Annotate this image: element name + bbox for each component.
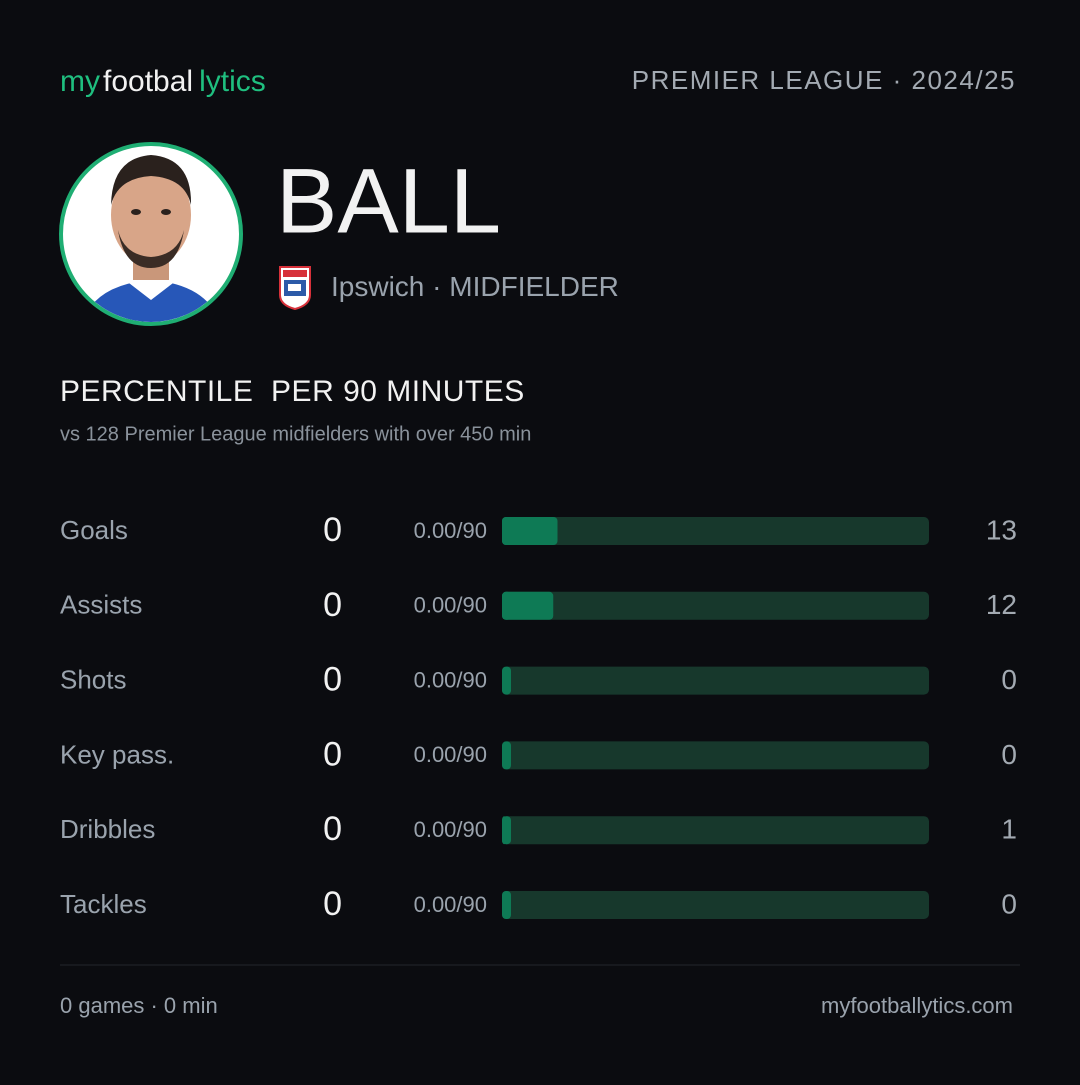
- bar-track: [502, 816, 929, 845]
- stat-per90: 0.00/90: [414, 667, 487, 692]
- player-name: BALL: [276, 150, 501, 252]
- footer-summary: 0 games · 0 min: [60, 993, 218, 1018]
- percentile-label: 0: [1001, 888, 1017, 919]
- stat-label: Tackles: [60, 889, 147, 919]
- club-badge: [279, 266, 311, 311]
- stat-total: 0: [323, 586, 342, 624]
- stat-total: 0: [323, 511, 342, 549]
- percentile-label: 0: [1001, 664, 1017, 695]
- bar-track: [502, 517, 929, 545]
- bar-cap: [502, 741, 511, 770]
- stat-total: 0: [323, 661, 342, 699]
- stat-label: Assists: [60, 590, 142, 620]
- stat-per90: 0.00/90: [414, 593, 487, 618]
- stat-rows: Goals 0 0.00/90 13 Assists 0 0.00/90 12 Shots 0 0.…: [60, 511, 1017, 923]
- percentile-label: 1: [1001, 814, 1017, 845]
- percentile-label: 13: [986, 514, 1017, 545]
- bar-track: [502, 591, 929, 620]
- bar: [502, 591, 554, 620]
- player-photo: [59, 142, 243, 326]
- bar-track: [502, 891, 929, 919]
- bar: [502, 816, 507, 845]
- stat-total: 0: [323, 885, 342, 923]
- stat-label: Goals: [60, 515, 128, 545]
- brand: my footbal lytics: [60, 65, 266, 98]
- brand-lytics: lytics: [199, 65, 266, 98]
- stat-per90: 0.00/90: [414, 518, 487, 543]
- separator: ·: [424, 271, 449, 302]
- bar-track: [502, 666, 929, 695]
- stat-per90: 0.00/90: [414, 892, 487, 917]
- player-meta: Ipswich · MIDFIELDER: [331, 271, 619, 302]
- position: MIDFIELDER: [449, 271, 619, 302]
- stat-total: 0: [323, 810, 342, 848]
- brand-my: my: [60, 65, 100, 98]
- bar-track: [502, 741, 929, 770]
- footer-site: myfootballytics.com: [821, 993, 1013, 1018]
- section-title: PERCENTILE PER 90 MINUTES: [60, 375, 525, 408]
- stat-label: Shots: [60, 664, 127, 694]
- percentile-label: 0: [1001, 739, 1017, 770]
- club: Ipswich: [331, 271, 424, 302]
- competition: PREMIER LEAGUE · 2024/25: [632, 65, 1016, 95]
- stat-label: Dribbles: [60, 814, 155, 844]
- section-subtitle: vs 128 Premier League midfielders with o…: [60, 423, 531, 445]
- stat-per90: 0.00/90: [414, 817, 487, 842]
- percentile-label: 12: [986, 589, 1017, 620]
- stat-label: Key pass.: [60, 739, 174, 769]
- bar-cap: [502, 666, 511, 695]
- stat-per90: 0.00/90: [414, 742, 487, 767]
- stat-total: 0: [323, 735, 342, 773]
- bar-cap: [502, 891, 511, 919]
- bar: [502, 517, 558, 545]
- brand-football: footbal: [103, 65, 193, 98]
